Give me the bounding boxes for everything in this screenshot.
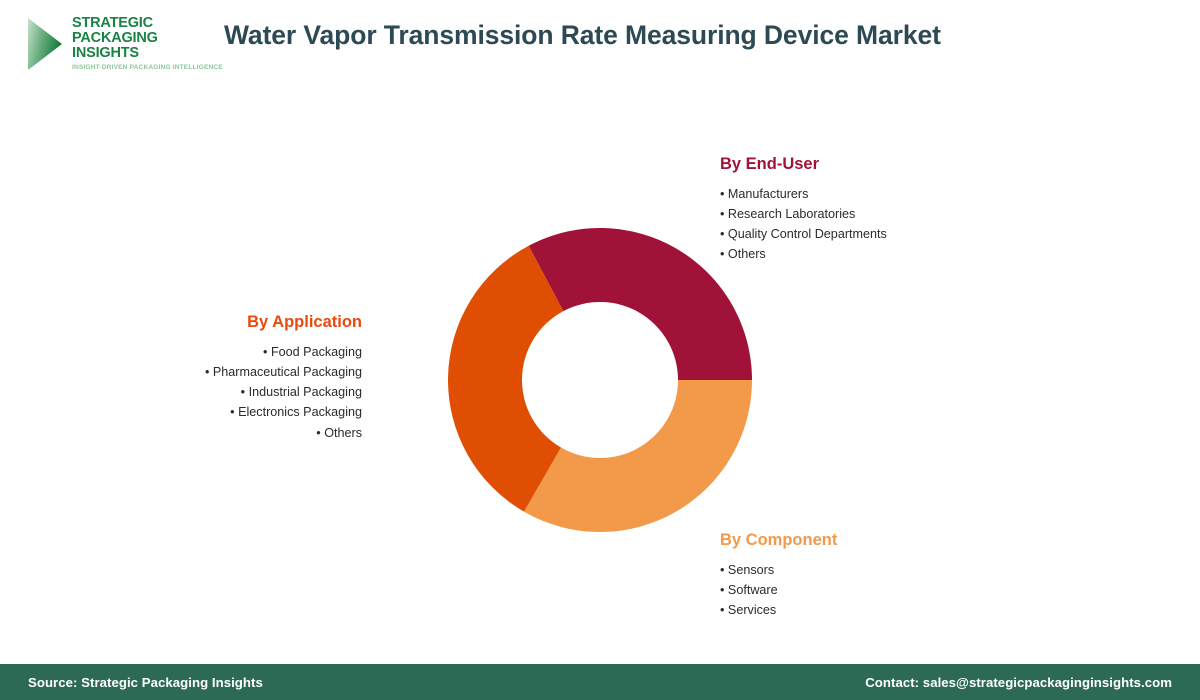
donut-chart [440, 220, 760, 540]
list-item-label: Others [727, 247, 766, 262]
list-item: • Research Laboratories [720, 204, 887, 224]
footer-contact[interactable]: Contact: sales@strategicpackaginginsight… [865, 674, 1172, 690]
bullet-icon: • [240, 385, 246, 400]
category-end-user-heading: By End-User [720, 155, 820, 173]
category-application-heading: By Application [247, 313, 362, 331]
donut-slices [447, 227, 752, 532]
list-item-label: Pharmaceutical Packaging [212, 365, 362, 379]
donut-chart-svg [447, 227, 752, 532]
list-item-label: Others [324, 425, 362, 440]
footer-source: Source: Strategic Packaging Insights [28, 674, 263, 690]
list-item: • Industrial Packaging [110, 382, 362, 402]
list-item: • Electronics Packaging [110, 402, 362, 422]
bullet-icon: • [720, 227, 725, 242]
list-item: • Software [720, 580, 837, 600]
bullet-icon: • [720, 583, 725, 597]
list-item-label: Sensors [727, 562, 775, 577]
list-item-label: Food Packaging [270, 344, 362, 359]
bullet-icon: • [263, 344, 268, 359]
brand-logo: STRATEGIC PACKAGING INSIGHTS INSIGHT-DRI… [24, 14, 224, 74]
list-item: • Pharmaceutical Packaging [110, 362, 362, 382]
list-item: • Others [720, 244, 887, 264]
list-item-label: Quality Control Departments [727, 227, 887, 242]
logo-line-two: PACKAGING INSIGHTS [72, 30, 158, 61]
donut-slice-end-user[interactable] [528, 227, 752, 380]
list-item-label: Services [727, 603, 777, 618]
bullet-icon: • [720, 186, 725, 201]
list-item: • Services [720, 600, 837, 620]
bullet-icon: • [720, 562, 725, 577]
logo-tagline: INSIGHT-DRIVEN PACKAGING INTELLIGENCE [72, 64, 223, 72]
list-item: • Manufacturers [720, 184, 887, 204]
list-item-label: Manufacturers [727, 186, 809, 201]
bullet-icon: • [230, 405, 235, 420]
chevron-logo-icon [28, 18, 62, 70]
list-item: • Quality Control Departments [720, 224, 887, 244]
category-end-user: By End-User • Manufacturers • Research L… [720, 155, 887, 265]
bullet-icon: • [720, 603, 725, 618]
donut-slice-application[interactable] [447, 245, 564, 512]
footer-bar: Source: Strategic Packaging Insights Con… [0, 664, 1200, 700]
category-application-list: • Food Packaging • Pharmaceutical Packag… [110, 342, 362, 443]
bullet-icon: • [316, 425, 321, 440]
bullet-icon: • [720, 207, 725, 221]
list-item: • Sensors [720, 560, 837, 580]
category-application: By Application • Food Packaging • Pharma… [110, 313, 362, 443]
category-end-user-list: • Manufacturers • Research Laboratories … [720, 184, 887, 265]
list-item-label: Electronics Packaging [238, 405, 362, 420]
list-item-label: Research Laboratories [727, 207, 856, 221]
list-item: • Others [110, 423, 362, 443]
list-item-label: Software [727, 583, 778, 597]
list-item: • Food Packaging [110, 342, 362, 362]
page-title: Water Vapor Transmission Rate Measuring … [224, 20, 941, 50]
logo-line-one: STRATEGIC [72, 14, 153, 31]
category-component-heading: By Component [720, 531, 838, 549]
bullet-icon: • [720, 247, 725, 262]
list-item-label: Industrial Packaging [248, 385, 362, 400]
category-component: By Component • Sensors • Software • Serv… [720, 531, 837, 620]
bullet-icon: • [204, 365, 210, 379]
donut-slice-component[interactable] [524, 380, 752, 532]
category-component-list: • Sensors • Software • Services [720, 560, 837, 621]
